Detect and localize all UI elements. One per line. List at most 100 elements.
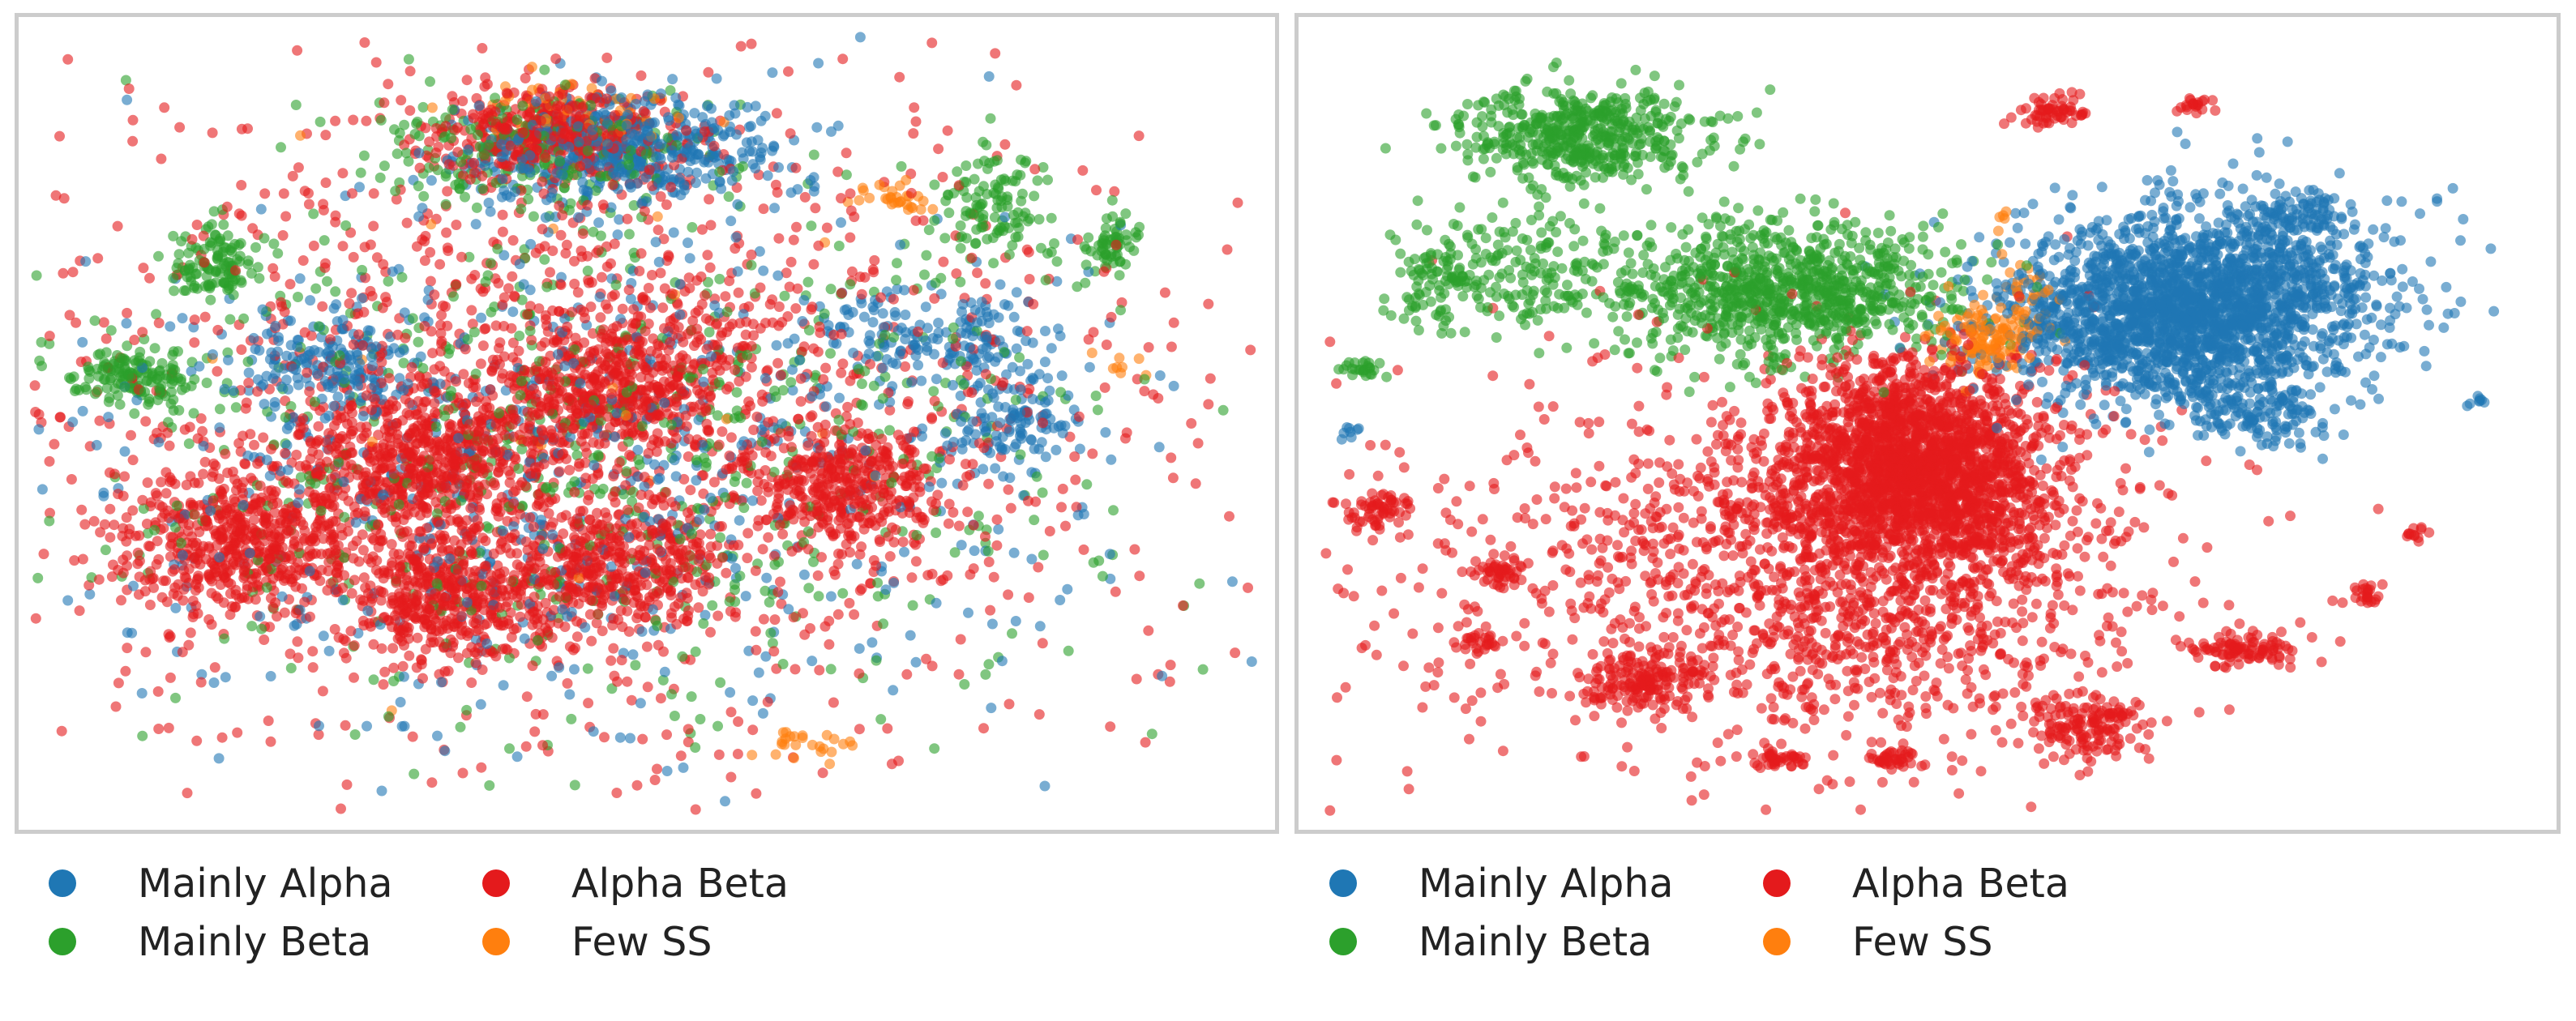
scatter-point-mainly-beta [1120,208,1132,220]
scatter-point-alpha-beta [94,415,105,426]
scatter-point-alpha-beta [110,701,122,712]
scatter-point-alpha-beta [620,480,631,491]
scatter-point-alpha-beta [569,255,580,267]
scatter-point-alpha-beta [153,318,165,329]
scatter-point-alpha-beta [953,669,965,680]
scatter-point-alpha-beta [419,255,430,267]
scatter-point-alpha-beta [900,361,911,372]
scatter-point-mainly-beta [70,386,80,396]
scatter-point-mainly-beta [412,116,423,127]
scatter-point-mainly-beta [368,674,379,686]
scatter-point-alpha-beta [280,476,292,487]
scatter-point-mainly-beta [1114,270,1125,281]
scatter-point-mainly-beta [68,371,79,382]
scatter-point-mainly-alpha [969,545,980,557]
scatter-point-alpha-beta [379,666,391,677]
scatter-point-mainly-alpha [362,605,374,617]
scatter-point-alpha-beta [933,143,944,155]
scatter-point-alpha-beta [609,289,620,301]
scatter-point-alpha-beta [520,741,532,752]
scatter-point-alpha-beta [199,456,211,468]
scatter-point-alpha-beta [820,362,832,374]
scatter-point-alpha-beta [436,533,447,545]
scatter-point-mainly-beta [582,663,593,674]
scatter-point-alpha-beta [1057,483,1068,494]
scatter-point-mainly-beta [1029,515,1040,526]
scatter-point-mainly-alpha [807,656,818,667]
scatter-point-alpha-beta [292,45,303,56]
scatter-point-mainly-beta [1093,555,1105,566]
scatter-point-alpha-beta [1203,298,1214,310]
scatter-point-mainly-alpha [888,685,899,696]
scatter-point-mainly-alpha [978,464,989,475]
scatter-point-alpha-beta [747,724,759,736]
scatter-point-alpha-beta [596,271,607,283]
scatter-point-mainly-beta [988,258,999,269]
scatter-point-alpha-beta [153,724,165,734]
scatter-point-alpha-beta [127,135,139,147]
scatter-point-alpha-beta [750,626,761,637]
scatter-point-alpha-beta [206,587,217,599]
scatter-point-mainly-beta [1024,213,1035,224]
scatter-point-mainly-beta [389,124,400,135]
scatter-point-mainly-alpha [323,645,335,656]
scatter-point-mainly-beta [290,100,302,110]
scatter-point-mainly-beta [707,600,718,611]
scatter-point-mainly-beta [687,222,698,233]
scatter-point-alpha-beta [1168,317,1179,328]
scatter-point-mainly-alpha [556,271,567,283]
scatter-point-mainly-beta [418,190,430,202]
scatter-point-alpha-beta [233,438,245,449]
scatter-point-mainly-beta [423,162,434,173]
scatter-point-alpha-beta [579,337,590,348]
scatter-point-mainly-alpha [605,85,617,96]
scatter-point-alpha-beta [622,676,633,687]
scatter-point-mainly-beta [980,669,991,680]
scatter-point-mainly-alpha [1039,357,1051,368]
scatter-point-mainly-beta [183,438,195,449]
scatter-point-mainly-beta [189,374,200,385]
scatter-point-alpha-beta [148,582,159,593]
scatter-point-alpha-beta [926,37,938,49]
scatter-point-alpha-beta [948,506,959,518]
scatter-point-alpha-beta [1083,334,1094,345]
scatter-point-mainly-beta [310,396,320,408]
scatter-point-alpha-beta [955,634,966,645]
scatter-point-alpha-beta [798,502,809,513]
scatter-point-mainly-alpha [910,350,922,361]
scatter-point-mainly-alpha [77,336,88,348]
scatter-point-mainly-alpha [485,206,496,217]
scatter-point-alpha-beta [743,396,755,408]
scatter-point-mainly-beta [1021,156,1032,167]
scatter-point-mainly-beta [939,233,951,244]
scatter-point-alpha-beta [152,686,164,697]
scatter-point-alpha-beta [661,729,672,741]
scatter-point-alpha-beta [591,617,602,629]
scatter-point-alpha-beta [137,327,148,338]
scatter-point-alpha-beta [537,176,548,187]
scatter-point-mainly-beta [137,730,148,741]
scatter-plot-left [29,32,1257,815]
scatter-point-mainly-beta [808,149,819,160]
scatter-point-mainly-alpha [998,471,1009,482]
scatter-point-mainly-beta [417,363,429,374]
scatter-point-alpha-beta [258,432,269,443]
scatter-point-alpha-beta [702,250,713,261]
scatter-point-mainly-beta [633,454,644,465]
scatter-point-mainly-beta [777,659,789,669]
scatter-point-alpha-beta [67,267,79,278]
scatter-point-mainly-alpha [1100,427,1111,438]
scatter-point-alpha-beta [193,582,204,593]
scatter-point-alpha-beta [926,660,938,672]
scatter-point-mainly-alpha [294,273,306,284]
scatter-point-alpha-beta [259,188,271,199]
scatter-point-alpha-beta [391,194,402,205]
scatter-point-alpha-beta [918,215,929,226]
scatter-point-mainly-alpha [318,630,329,642]
scatter-point-alpha-beta [808,343,819,354]
scatter-point-alpha-beta [746,249,757,260]
scatter-point-mainly-alpha [419,312,430,323]
scatter-point-mainly-alpha [990,463,1001,474]
scatter-point-mainly-beta [686,691,697,703]
scatter-point-mainly-beta [168,230,179,241]
